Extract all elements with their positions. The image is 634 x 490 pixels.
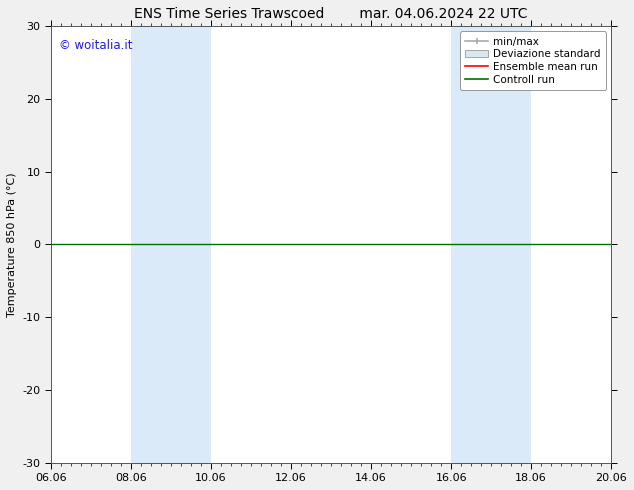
Legend: min/max, Deviazione standard, Ensemble mean run, Controll run: min/max, Deviazione standard, Ensemble m…: [460, 31, 606, 90]
Bar: [451, 26, 478, 463]
Bar: [478, 26, 505, 463]
Bar: [184, 26, 211, 463]
Y-axis label: Temperature 850 hPa (°C): Temperature 850 hPa (°C): [7, 172, 17, 317]
Bar: [131, 26, 158, 463]
Bar: [158, 26, 184, 463]
Title: ENS Time Series Trawscoed        mar. 04.06.2024 22 UTC: ENS Time Series Trawscoed mar. 04.06.202…: [134, 7, 528, 21]
Bar: [505, 26, 531, 463]
Text: © woitalia.it: © woitalia.it: [60, 39, 133, 52]
